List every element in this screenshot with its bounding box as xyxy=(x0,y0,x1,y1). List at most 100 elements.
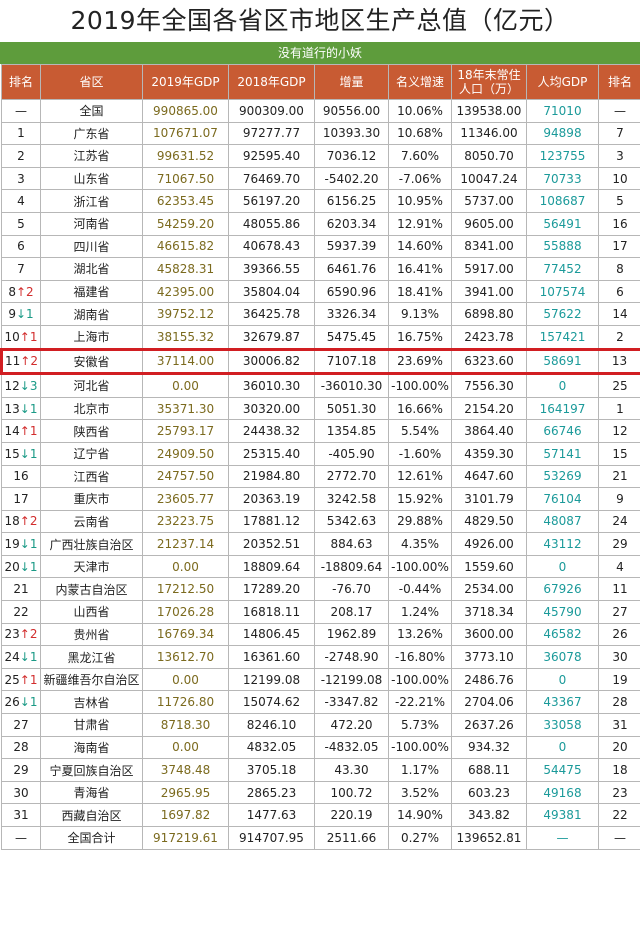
per-capita-cell: 0 xyxy=(526,373,599,398)
rank-value: 14 xyxy=(4,424,20,439)
rank-cell: 23↑2 xyxy=(1,622,41,647)
rank-cell: 1 xyxy=(1,121,41,146)
table-body: — 全国 990865.00 900309.00 90556.00 10.06% 13953… xyxy=(0,99,640,850)
region-cell: 贵州省 xyxy=(40,622,143,647)
increment-cell: 43.30 xyxy=(314,758,389,782)
rank-value: 25 xyxy=(4,672,20,687)
table-header-row: 排名 省区 2019年GDP 2018年GDP 增量 名义增速 18年末常住人口… xyxy=(1,64,640,100)
gdp2019-cell: 37114.00 xyxy=(142,347,229,376)
per-capita-cell: 49168 xyxy=(526,780,599,805)
per-capita-cell: 70733 xyxy=(526,166,599,191)
table-row: — 全国合计 917219.61 914707.95 2511.66 0.27% 13965… xyxy=(1,826,640,850)
growth-cell: -1.60% xyxy=(388,441,452,466)
per-capita-rank-cell: 7 xyxy=(598,121,640,146)
growth-cell: -100.00% xyxy=(388,735,452,760)
gdp2018-cell: 14806.45 xyxy=(228,622,315,647)
per-capita-rank-cell: 10 xyxy=(598,166,640,191)
page-title: 2019年全国各省区市地区生产总值（亿元） xyxy=(70,6,570,35)
rank-value: 19 xyxy=(4,537,20,552)
per-capita-rank-cell: 27 xyxy=(598,600,640,624)
increment-cell: 100.72 xyxy=(314,780,389,805)
per-capita-rank-cell: 3 xyxy=(598,144,640,168)
rank-value: 1 xyxy=(17,126,25,141)
table-row: 21 内蒙古自治区 17212.50 17289.20 -76.70 -0.44% 2534… xyxy=(1,577,640,602)
region-cell: 上海市 xyxy=(40,324,143,350)
rank-up-indicator: ↑2 xyxy=(15,284,34,299)
population-cell: 688.11 xyxy=(451,758,527,782)
population-cell: 3773.10 xyxy=(451,645,527,669)
per-capita-cell: 0 xyxy=(526,735,599,760)
region-cell: 福建省 xyxy=(40,279,143,304)
rank-cell: 10↑1 xyxy=(1,324,41,350)
per-capita-cell: 48087 xyxy=(526,509,599,534)
subtitle-banner: 没有道行的小妖 xyxy=(0,42,640,64)
rank-cell: 20↓1 xyxy=(1,554,41,579)
region-cell: 云南省 xyxy=(40,509,143,534)
per-capita-cell: 71010 xyxy=(526,99,599,123)
per-capita-cell: 56491 xyxy=(526,211,599,236)
per-capita-rank-cell: 28 xyxy=(598,690,640,715)
growth-cell: 16.75% xyxy=(388,324,452,350)
gdp2018-cell: 20352.51 xyxy=(228,532,315,556)
rank-up-indicator: ↑2 xyxy=(20,354,38,369)
table-row: 12↓3 河北省 0.00 36010.30 -36010.30 -100.00% 7556… xyxy=(1,373,640,398)
per-capita-cell: 58691 xyxy=(526,347,599,376)
col-header-population: 18年末常住人口（万） xyxy=(451,64,527,100)
gdp2019-cell: 45828.31 xyxy=(142,257,229,281)
gdp2018-cell: 12199.08 xyxy=(228,667,315,692)
increment-cell: 884.63 xyxy=(314,532,389,556)
per-capita-rank-cell: 29 xyxy=(598,532,640,556)
per-capita-rank-cell: 31 xyxy=(598,713,640,737)
population-cell: 934.32 xyxy=(451,735,527,760)
region-cell: 安徽省 xyxy=(40,347,143,376)
increment-cell: 208.17 xyxy=(314,600,389,624)
gdp2018-cell: 48055.86 xyxy=(228,211,315,236)
region-cell: 全国合计 xyxy=(40,826,143,850)
per-capita-cell: 33058 xyxy=(526,713,599,737)
region-cell: 青海省 xyxy=(40,780,143,805)
rank-cell: 8↑2 xyxy=(1,279,41,304)
rank-cell: 16 xyxy=(1,464,41,489)
region-cell: 山东省 xyxy=(40,166,143,191)
increment-cell: 3326.34 xyxy=(314,302,389,326)
region-cell: 内蒙古自治区 xyxy=(40,577,143,602)
rank-cell: — xyxy=(1,99,41,123)
per-capita-rank-cell: 8 xyxy=(598,257,640,281)
rank-value: 30 xyxy=(13,785,29,800)
population-cell: 2534.00 xyxy=(451,577,527,602)
gdp2018-cell: 32679.87 xyxy=(228,324,315,350)
per-capita-rank-cell: 17 xyxy=(598,234,640,259)
increment-cell: -76.70 xyxy=(314,577,389,602)
growth-cell: 9.13% xyxy=(388,302,452,326)
table-row: 27 甘肃省 8718.30 8246.10 472.20 5.73% 2637.26 330… xyxy=(1,713,640,737)
region-cell: 辽宁省 xyxy=(40,441,143,466)
gdp2018-cell: 25315.40 xyxy=(228,441,315,466)
rank-value: 5 xyxy=(17,216,25,231)
increment-cell: -5402.20 xyxy=(314,166,389,191)
growth-cell: 10.06% xyxy=(388,99,452,123)
growth-cell: -0.44% xyxy=(388,577,452,602)
gdp2019-cell: 990865.00 xyxy=(142,99,229,123)
rank-cell: 15↓1 xyxy=(1,441,41,466)
region-cell: 新疆维吾尔自治区 xyxy=(40,667,143,692)
increment-cell: 5475.45 xyxy=(314,324,389,350)
region-cell: 重庆市 xyxy=(40,487,143,511)
table-row: 28 海南省 0.00 4832.05 -4832.05 -100.00% 934.32 0 2… xyxy=(1,735,640,760)
table-row: 18↑2 云南省 23223.75 17881.12 5342.63 29.88% 4829… xyxy=(1,509,640,534)
gdp2019-cell: 107671.07 xyxy=(142,121,229,146)
rank-down-indicator: ↓3 xyxy=(19,378,38,393)
population-cell: 4647.60 xyxy=(451,464,527,489)
rank-value: 24 xyxy=(4,650,20,665)
rank-cell: 30 xyxy=(1,780,41,805)
per-capita-cell: 0 xyxy=(526,667,599,692)
increment-cell: 5342.63 xyxy=(314,509,389,534)
per-capita-cell: 43112 xyxy=(526,532,599,556)
increment-cell: 2772.70 xyxy=(314,464,389,489)
increment-cell: 10393.30 xyxy=(314,121,389,146)
table-row: 11↑2 安徽省 37114.00 30006.82 7107.18 23.69% 6323… xyxy=(0,347,640,376)
increment-cell: 2511.66 xyxy=(314,826,389,850)
population-cell: 139538.00 xyxy=(451,99,527,123)
rank-up-indicator: ↑1 xyxy=(19,424,38,439)
table-row: 29 宁夏回族自治区 3748.48 3705.18 43.30 1.17% 688.11 5… xyxy=(1,758,640,782)
growth-cell: -7.06% xyxy=(388,166,452,191)
